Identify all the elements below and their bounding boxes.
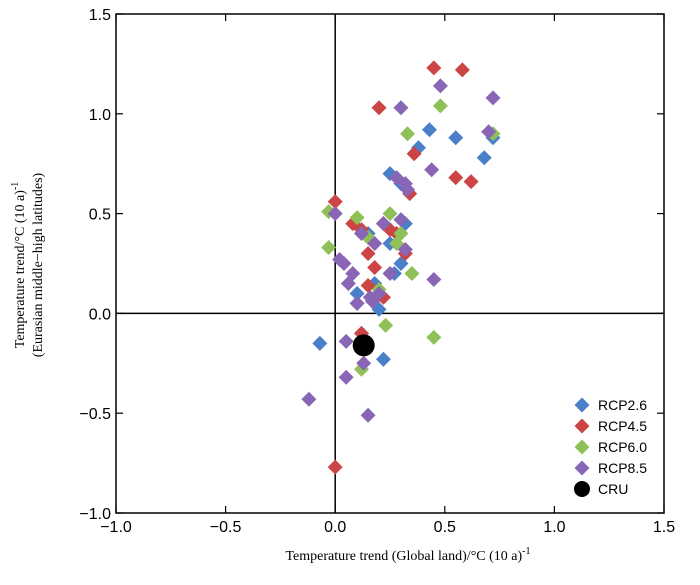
data-point-rcp26 [421, 122, 437, 138]
data-point-rcp26 [476, 150, 492, 166]
data-point-rcp45 [426, 60, 442, 76]
legend-marker-rcp26 [574, 397, 590, 413]
x-tick-label: −1.0 [100, 519, 132, 536]
data-point-rcp60 [404, 265, 420, 281]
data-point-rcp85 [327, 206, 343, 222]
data-point-rcp26 [448, 130, 464, 146]
legend-label-rcp60: RCP6.0 [598, 439, 647, 455]
legend-label-rcp85: RCP8.5 [598, 460, 647, 476]
data-point-rcp85 [301, 391, 317, 407]
data-point-rcp45 [360, 246, 376, 262]
axis-ticks: −1.0 −0.5 0.0 0.5 1.0 1.5 −1.0 −0.5 0.0 0.5 1.0 1.5 [79, 7, 675, 536]
legend-label-rcp45: RCP4.5 [598, 418, 647, 434]
data-point-rcp85 [432, 78, 448, 94]
data-point-rcp45 [367, 259, 383, 275]
data-point-rcp85 [426, 271, 442, 287]
x-axis-title-superscript: -1 [522, 546, 530, 557]
x-axis-title: Temperature trend (Global land)/°C (10 a… [285, 546, 530, 564]
y-axis-title-line2: (Eurasian middle−high latitudes) [31, 172, 46, 357]
data-point-rcp85 [375, 216, 391, 232]
y-tick-label: −1.0 [79, 506, 111, 523]
plot-frame [115, 13, 665, 514]
data-point-rcp85 [338, 333, 354, 349]
data-point-rcp60 [378, 317, 394, 333]
data-point-rcp26 [312, 335, 328, 351]
data-point-rcp45 [448, 170, 464, 186]
data-point-rcp26 [349, 285, 365, 301]
x-tick-label: −0.5 [210, 519, 242, 536]
legend-marker-cru [574, 481, 590, 497]
data-point-rcp85 [397, 242, 413, 258]
data-point-rcp85 [485, 90, 501, 106]
data-point-rcp85 [367, 236, 383, 252]
y-tick-label: 0.0 [89, 306, 111, 323]
data-point-rcp85 [349, 295, 365, 311]
legend-label-rcp26: RCP2.6 [598, 397, 647, 413]
data-points [301, 60, 501, 475]
data-point-rcp85 [336, 256, 352, 271]
data-point-rcp60 [426, 329, 442, 345]
data-point-rcp85 [393, 100, 409, 116]
legend-marker-rcp45 [574, 418, 590, 434]
data-point-rcp60 [382, 206, 398, 222]
y-tick-label: 1.0 [89, 107, 111, 124]
data-point-rcp85 [481, 124, 497, 140]
y-tick-label: −0.5 [79, 406, 111, 423]
legend-marker-rcp60 [574, 439, 590, 455]
data-point-rcp85 [400, 182, 416, 198]
x-tick-label: 1.0 [543, 519, 565, 536]
y-axis-title-line1: Temperature trend/°C (10 a)-1 [10, 182, 28, 349]
data-point-rcp85 [382, 265, 398, 281]
data-point-rcp60 [400, 126, 416, 142]
data-point-rcp85 [338, 369, 354, 385]
data-point-rcp45 [327, 459, 343, 475]
data-point-rcp45 [406, 146, 422, 162]
data-point-rcp60 [432, 98, 448, 114]
legend-label-cru: CRU [598, 481, 628, 497]
data-point-rcp45 [463, 174, 479, 190]
data-point-rcp85 [424, 162, 440, 178]
y-axis-title-text: Temperature trend/°C (10 a) [13, 190, 28, 349]
y-tick-label: 0.5 [89, 207, 111, 224]
x-tick-label: 0.0 [324, 519, 346, 536]
y-axis-title-superscript: -1 [10, 182, 21, 190]
data-point-rcp45 [327, 194, 343, 210]
data-point-rcp85 [345, 265, 361, 281]
y-tick-label: 1.5 [89, 7, 111, 24]
data-point-cru [352, 334, 375, 357]
reference-lines [116, 14, 664, 513]
data-point-rcp45 [454, 62, 470, 78]
data-point-rcp85 [364, 293, 380, 309]
data-point-rcp85 [360, 407, 376, 423]
x-axis-title-text: Temperature trend (Global land)/°C (10 a… [285, 549, 522, 564]
data-point-rcp60 [321, 240, 337, 256]
data-point-rcp85 [393, 212, 409, 228]
data-point-rcp45 [371, 100, 387, 116]
y-axis-title: Temperature trend/°C (10 a)-1 (Eurasian … [10, 172, 46, 357]
data-point-rcp85 [354, 226, 370, 242]
data-point-rcp26 [375, 351, 391, 367]
legend: RCP2.6 RCP4.5 RCP6.0 RCP8.5 CRU [574, 397, 647, 497]
legend-marker-rcp85 [574, 460, 590, 476]
x-tick-label: 0.5 [434, 519, 456, 536]
data-point-rcp85 [356, 355, 372, 371]
data-point-rcp60 [349, 210, 365, 226]
x-tick-label: 1.5 [653, 519, 675, 536]
